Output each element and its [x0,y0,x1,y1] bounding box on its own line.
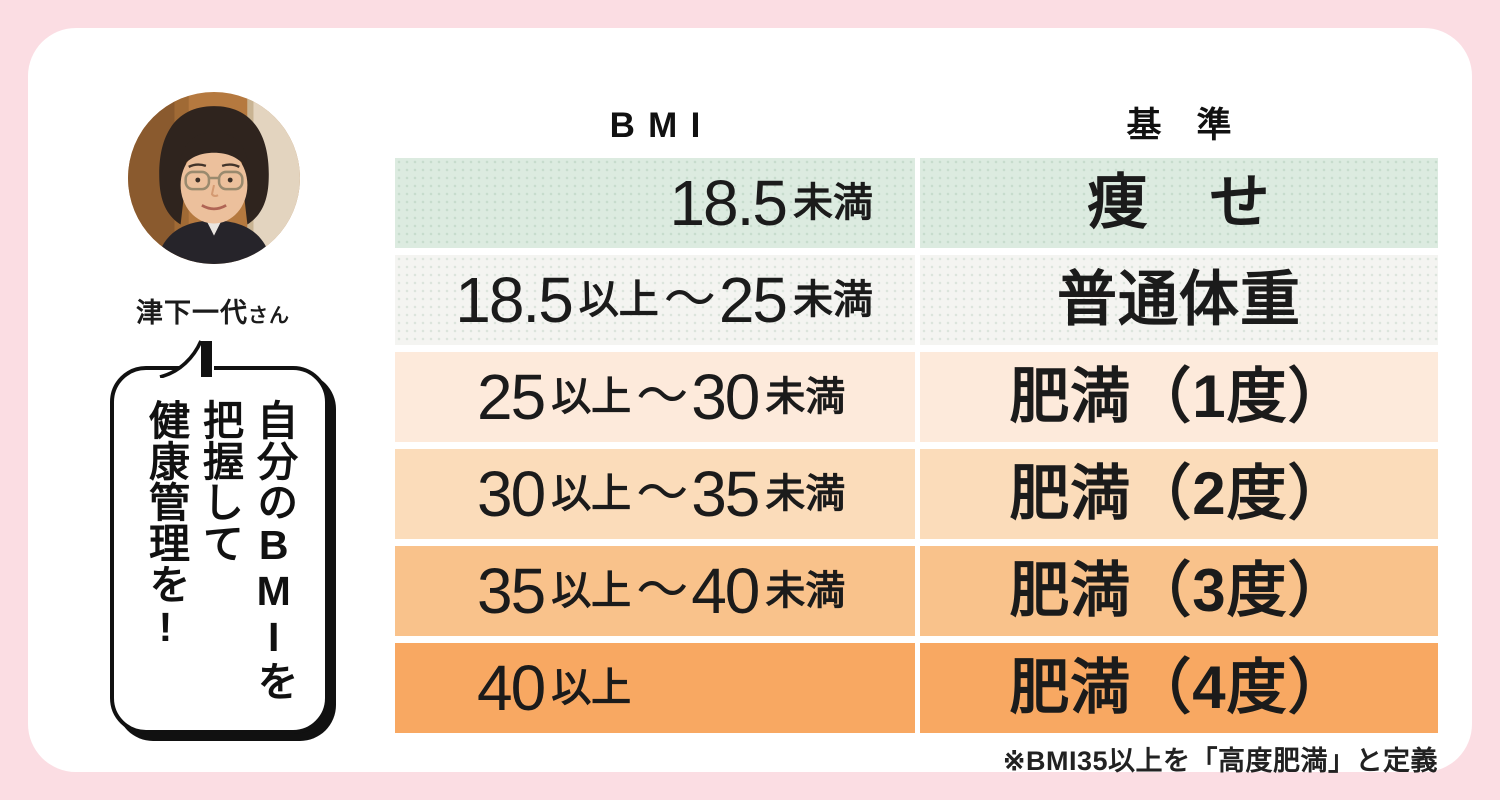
bmi-range-cell: 40 以上 [395,643,915,733]
criteria-cell: 肥満（3度） [920,546,1438,636]
bmi-range-part: 未満 [765,375,846,419]
bmi-range-part: 25 [477,361,546,433]
criteria-cell: 肥満（2度） [920,449,1438,539]
bmi-range-part: 35 [477,555,546,627]
bmi-range-part: 〜 [636,368,689,426]
bmi-range-cell: 18.5 未満 [395,158,915,248]
table-header-bmi: BMI [609,106,714,145]
bmi-range-part: 18.5 [455,264,574,336]
portrait-illustration [128,92,300,264]
content-card: 津下一代さん 自分のBMIを 把握して 健康管理を! BMI 基 準 18.5 未… [28,28,1472,776]
expert-name-text: 津下一代 [136,298,248,328]
bmi-range-part: 〜 [663,271,716,329]
bmi-range-part: 以上 [551,472,632,516]
bmi-range-part: 25 [718,264,788,336]
bmi-range-part: 以上 [551,666,632,710]
bmi-range-cell: 30 以上〜 35 未満 [395,449,915,539]
bmi-range-cell: 18.5 以上〜 25 未満 [395,255,915,345]
speech-bubble: 自分のBMIを 把握して 健康管理を! [110,340,329,734]
bmi-range-part: 未満 [765,472,846,516]
bmi-range-part: 18.5 [669,167,788,239]
bmi-range-part: 30 [477,458,546,530]
bmi-range-part: 以上 [551,569,632,613]
expert-photo [128,92,300,264]
bmi-range-part: 〜 [636,465,689,523]
footnote: ※BMI35以上を「高度肥満」と定義 [1002,746,1438,776]
expert-name: 津下一代さん [93,291,333,330]
bmi-range-part: 40 [691,555,760,627]
expert-name-honorific: さん [248,305,290,327]
criteria-cell: 肥満（1度） [920,352,1438,442]
bmi-range-cell: 25 以上〜 30 未満 [395,352,915,442]
bmi-range-part: 30 [691,361,760,433]
bmi-range-part: 以上 [578,278,659,322]
bmi-range-part: 40 [477,652,546,724]
bmi-range-part: 〜 [636,562,689,620]
bmi-range-part: 35 [691,458,760,530]
bmi-range-part: 未満 [765,569,846,613]
bmi-range-cell: 35 以上〜 40 未満 [395,546,915,636]
bmi-table: 18.5 未満痩 せ 18.5 以上〜 25 未満 普通体重 25 以上〜 30 未満 肥満（1度） 3… [395,158,1438,733]
bmi-range-part: 未満 [793,278,873,322]
table-header-criteria: 基 準 [1126,106,1232,145]
bmi-range-part: 以上 [551,375,632,419]
criteria-cell: 普通体重 [920,255,1438,345]
speech-bubble-text: 自分のBMIを 把握して 健康管理を! [142,399,297,701]
bmi-range-part: 未満 [793,181,873,225]
criteria-cell: 痩 せ [920,158,1438,248]
criteria-cell: 肥満（4度） [920,643,1438,733]
speech-bubble-tail-icon [159,340,214,378]
